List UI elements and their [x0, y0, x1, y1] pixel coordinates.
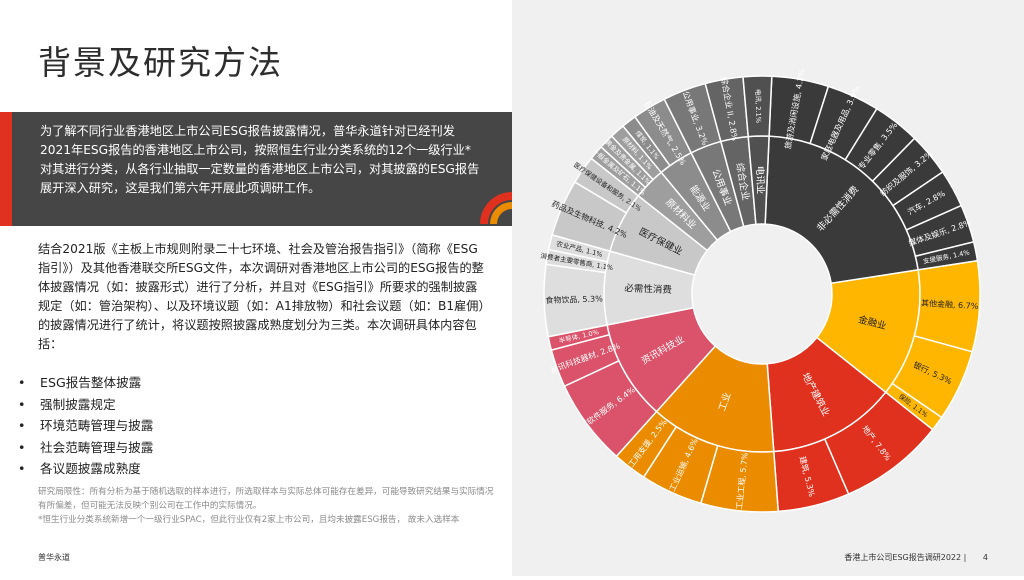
bullet-item: 社会范畴管理与披露 — [18, 437, 498, 459]
sector-slice-label: 食物饮品, 5.3% — [545, 293, 603, 305]
sector-slice — [742, 75, 773, 138]
sector-slice-label: 电讯, 2.1% — [754, 89, 764, 123]
footnote-classification: *恒生行业分类系统新增一个一级行业SPAC，但此行业仅有2家上市公司，且均未披露… — [38, 515, 460, 525]
sector-group-label: 电讯业 — [754, 166, 767, 195]
bullet-item: 环境范畴管理与披露 — [18, 415, 498, 437]
bullet-item: 强制披露规定 — [18, 394, 498, 416]
footer-report-title: 香港上市公司ESG报告调研2022 | — [844, 553, 967, 562]
body-paragraph: 结合2021版《主板上市规则附录二十七环境、社会及管治报告指引》（简称《ESG指… — [38, 242, 485, 351]
page-title: 背景及研究方法 — [38, 43, 283, 82]
left-panel: 背景及研究方法 为了解不同行业香港地区上市公司ESG报告披露情况，普华永道针对已… — [0, 0, 512, 576]
footer-report: 香港上市公司ESG报告调研2022 | 4 — [844, 552, 988, 563]
bullet-list: ESG报告整体披露 强制披露规定 环境范畴管理与披露 社会范畴管理与披露 各议题… — [18, 372, 498, 480]
footer-brand: 普华永道 — [38, 553, 70, 562]
decorative-arc-icon — [480, 192, 512, 224]
sector-slice-label: 其他金融, 6.7% — [921, 298, 979, 311]
chart-panel: 非必需性消费 旅游及消闲设施, 4.2% 家庭电器及用品, 3.9% 专业零售, 3.… — [512, 0, 1024, 576]
page-number: 4 — [982, 553, 988, 562]
intro-box: 为了解不同行业香港地区上市公司ESG报告披露情况，普华永道针对已经刊发2021年… — [0, 112, 512, 226]
bullet-item: ESG报告整体披露 — [18, 372, 498, 394]
bullet-item: 各议题披露成熟度 — [18, 458, 498, 480]
intro-accent-bar — [0, 112, 12, 226]
intro-text: 为了解不同行业香港地区上市公司ESG报告披露情况，普华永道针对已经刊发2021年… — [40, 124, 480, 195]
footnote-limitations: 研究局限性：所有分析为基于随机选取的样本进行，所选取样本与实际总体可能存在差异，… — [38, 487, 494, 511]
sector-group-label: 必需性消费 — [624, 282, 672, 296]
sunburst-center — [693, 225, 831, 363]
